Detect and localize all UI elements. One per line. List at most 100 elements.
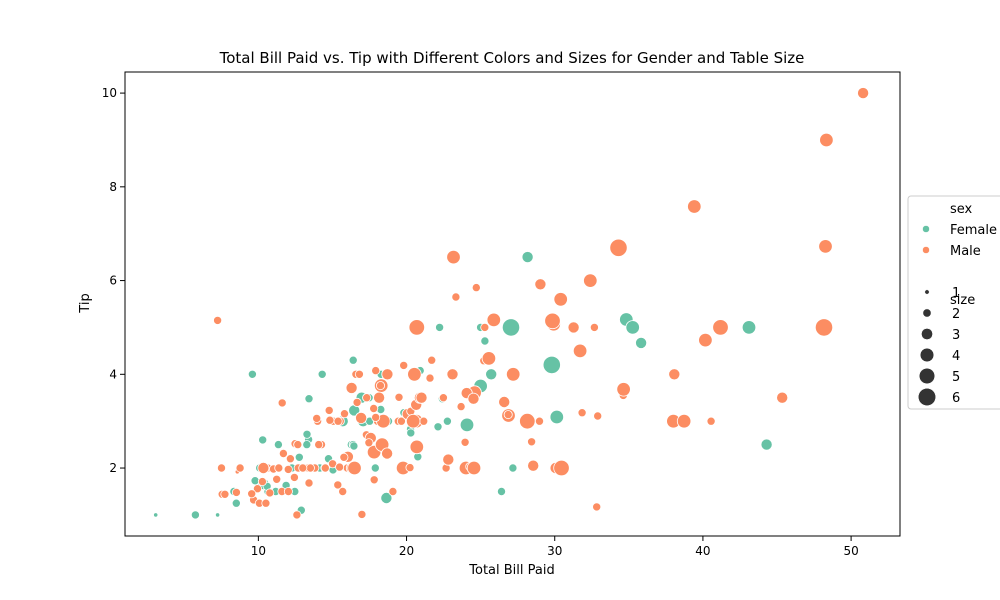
point-male-149 bbox=[305, 463, 315, 473]
point-male-119 bbox=[676, 414, 692, 429]
point-male-136 bbox=[355, 411, 368, 424]
point-female-80 bbox=[508, 463, 518, 473]
point-male-137 bbox=[381, 368, 394, 381]
point-male-145 bbox=[506, 367, 521, 382]
legend-size-label-6: 6 bbox=[952, 391, 960, 406]
point-female-72 bbox=[380, 491, 393, 504]
y-tick-label-4: 4 bbox=[109, 367, 117, 381]
point-male-9 bbox=[252, 484, 262, 494]
point-female-84 bbox=[250, 476, 260, 486]
point-male-23 bbox=[285, 454, 295, 464]
point-male-131 bbox=[498, 395, 511, 408]
point-male-21 bbox=[283, 464, 293, 474]
point-male-130 bbox=[460, 437, 470, 447]
point-female-61 bbox=[496, 486, 506, 496]
point-male-116 bbox=[616, 382, 631, 397]
point-male-169 bbox=[451, 292, 461, 302]
point-female-90 bbox=[302, 429, 312, 439]
point-male-40 bbox=[333, 480, 343, 490]
point-male-52 bbox=[354, 369, 364, 379]
point-male-132 bbox=[553, 459, 570, 477]
point-male-19 bbox=[277, 398, 287, 408]
point-male-154 bbox=[480, 322, 490, 332]
point-male-96 bbox=[481, 351, 497, 366]
point-female-18 bbox=[294, 452, 304, 462]
point-male-105 bbox=[534, 278, 547, 291]
point-male-161 bbox=[272, 474, 282, 484]
point-male-60 bbox=[371, 366, 381, 376]
point-male-86 bbox=[446, 368, 459, 381]
point-female-87 bbox=[459, 417, 475, 433]
point-female-21 bbox=[304, 394, 314, 404]
point-male-78 bbox=[408, 319, 426, 336]
point-female-5 bbox=[247, 369, 257, 379]
point-male-166 bbox=[535, 416, 545, 426]
legend-hue-title: sex bbox=[950, 202, 973, 217]
point-male-152 bbox=[503, 410, 513, 420]
point-male-125 bbox=[814, 318, 834, 337]
point-female-89 bbox=[302, 440, 312, 450]
point-male-47 bbox=[345, 381, 358, 394]
point-male-11 bbox=[257, 477, 267, 487]
x-axis-label: Total Bill Paid bbox=[468, 563, 554, 578]
point-female-63 bbox=[521, 251, 534, 264]
plot-area bbox=[124, 71, 901, 537]
point-male-172 bbox=[362, 393, 372, 403]
point-male-123 bbox=[712, 319, 729, 336]
point-male-102 bbox=[527, 437, 537, 447]
point-male-93 bbox=[466, 460, 482, 476]
y-axis-label: Tip bbox=[78, 293, 93, 313]
x-tick-label-50: 50 bbox=[843, 544, 858, 558]
point-male-110 bbox=[583, 273, 598, 288]
point-male-126 bbox=[818, 239, 833, 254]
point-male-22 bbox=[283, 486, 293, 496]
point-female-10 bbox=[258, 435, 268, 445]
chart-title: Total Bill Paid vs. Tip with Different C… bbox=[219, 49, 805, 67]
legend-size-label-3: 3 bbox=[952, 328, 960, 343]
point-male-82 bbox=[427, 355, 437, 365]
point-male-0 bbox=[213, 315, 223, 325]
point-female-60 bbox=[485, 368, 498, 381]
point-male-165 bbox=[369, 403, 379, 413]
point-male-108 bbox=[567, 321, 580, 334]
point-male-138 bbox=[407, 367, 422, 382]
point-male-128 bbox=[857, 87, 870, 100]
legend-size-label-1: 1 bbox=[952, 286, 960, 301]
point-male-170 bbox=[325, 415, 335, 425]
point-male-103 bbox=[527, 459, 540, 472]
point-male-121 bbox=[698, 332, 713, 348]
point-male-111 bbox=[589, 322, 599, 332]
point-female-86 bbox=[348, 355, 358, 365]
point-male-38 bbox=[324, 405, 334, 415]
point-male-159 bbox=[333, 416, 343, 426]
point-male-101 bbox=[519, 413, 536, 430]
point-female-2 bbox=[215, 512, 221, 518]
point-male-144 bbox=[399, 360, 409, 370]
point-female-41 bbox=[370, 463, 380, 473]
x-tick-label-20: 20 bbox=[399, 544, 414, 558]
point-male-32 bbox=[304, 478, 314, 488]
y-tick-label-10: 10 bbox=[102, 86, 117, 100]
y-tick-label-6: 6 bbox=[109, 274, 117, 288]
point-male-146 bbox=[419, 416, 429, 426]
point-male-133 bbox=[278, 448, 288, 458]
point-male-15 bbox=[265, 488, 275, 498]
point-male-87 bbox=[446, 249, 461, 265]
point-female-26 bbox=[317, 369, 327, 379]
point-male-163 bbox=[409, 439, 425, 455]
point-female-53 bbox=[433, 422, 443, 432]
point-male-177 bbox=[544, 312, 561, 330]
point-male-143 bbox=[247, 489, 257, 499]
point-male-43 bbox=[339, 409, 349, 419]
point-male-49 bbox=[347, 460, 362, 476]
legend-size-marker-3 bbox=[921, 328, 933, 340]
point-male-6 bbox=[235, 463, 245, 473]
point-male-94 bbox=[471, 283, 481, 293]
legend-size-label-4: 4 bbox=[952, 349, 960, 364]
legend-label-female: Female bbox=[950, 223, 997, 238]
point-female-79 bbox=[542, 355, 561, 374]
point-female-4 bbox=[231, 498, 241, 508]
legend-size-marker-2 bbox=[922, 308, 932, 318]
point-male-160 bbox=[375, 381, 385, 391]
point-male-66 bbox=[381, 447, 394, 460]
